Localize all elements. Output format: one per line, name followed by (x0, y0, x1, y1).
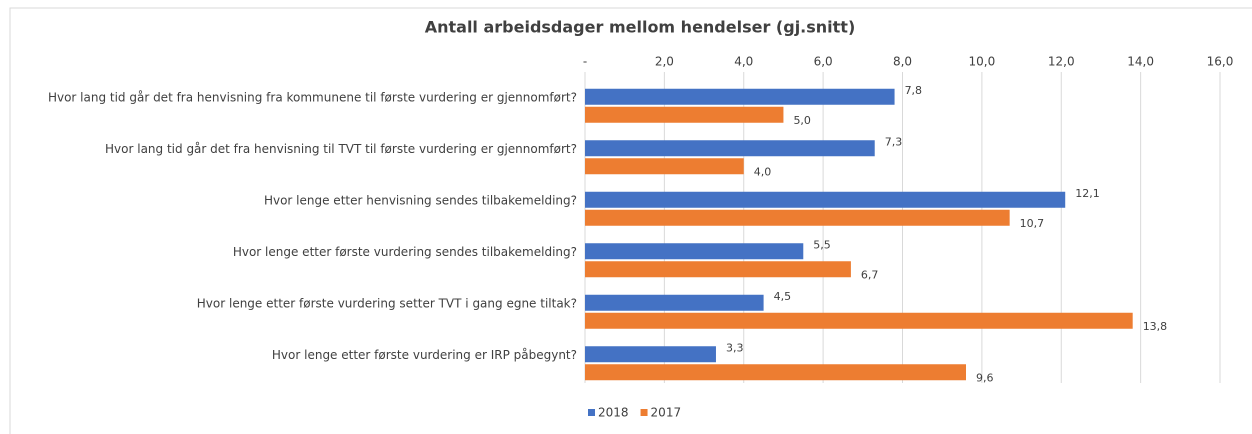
value-label: 13,8 (1143, 320, 1168, 333)
x-tick-label: 10,0 (969, 55, 996, 69)
value-label: 6,7 (861, 268, 879, 281)
bar (585, 312, 1133, 329)
value-label: 5,0 (793, 114, 811, 127)
bar (585, 364, 966, 381)
bar (585, 243, 804, 260)
value-label: 4,0 (754, 165, 772, 178)
legend-swatch (588, 409, 595, 416)
value-label: 10,7 (1020, 217, 1045, 230)
category-label: Hvor lang tid går det fra henvisning fra… (48, 90, 577, 104)
bar (585, 346, 716, 363)
x-tick-label: 8,0 (893, 55, 912, 69)
value-label: 4,5 (774, 290, 792, 303)
bar (585, 191, 1066, 208)
bar (585, 106, 784, 123)
x-tick-label: 2,0 (655, 55, 674, 69)
value-label: 12,1 (1075, 187, 1100, 200)
bar (585, 158, 744, 175)
x-tick-label: 12,0 (1048, 55, 1075, 69)
bar (585, 261, 851, 278)
legend-swatch (640, 409, 648, 416)
bar (585, 140, 875, 157)
x-tick-label: 14,0 (1127, 55, 1154, 69)
value-label: 5,5 (813, 238, 831, 251)
chart-title: Antall arbeidsdager mellom hendelser (gj… (425, 18, 856, 37)
bar (585, 209, 1010, 226)
category-label: Hvor lenge etter første vurdering sendes… (233, 245, 577, 259)
x-tick-label: 4,0 (734, 55, 753, 69)
value-label: 3,3 (726, 341, 744, 354)
x-tick-label: 6,0 (814, 55, 833, 69)
x-tick-label: - (583, 55, 587, 69)
value-label: 7,8 (905, 84, 923, 97)
x-tick-label: 16,0 (1207, 55, 1234, 69)
legend-label: 2018 (598, 406, 629, 420)
chart-frame (9, 7, 1252, 434)
bar (585, 88, 895, 105)
category-label: Hvor lang tid går det fra henvisning til… (105, 142, 577, 156)
bar (585, 294, 764, 311)
value-label: 7,3 (885, 135, 903, 148)
category-label: Hvor lenge etter henvisning sendes tilba… (264, 193, 577, 207)
value-label: 9,6 (976, 371, 994, 384)
legend-label: 2017 (651, 406, 682, 420)
category-label: Hvor lenge etter første vurdering er IRP… (272, 348, 577, 362)
category-label: Hvor lenge etter første vurdering setter… (197, 296, 577, 310)
